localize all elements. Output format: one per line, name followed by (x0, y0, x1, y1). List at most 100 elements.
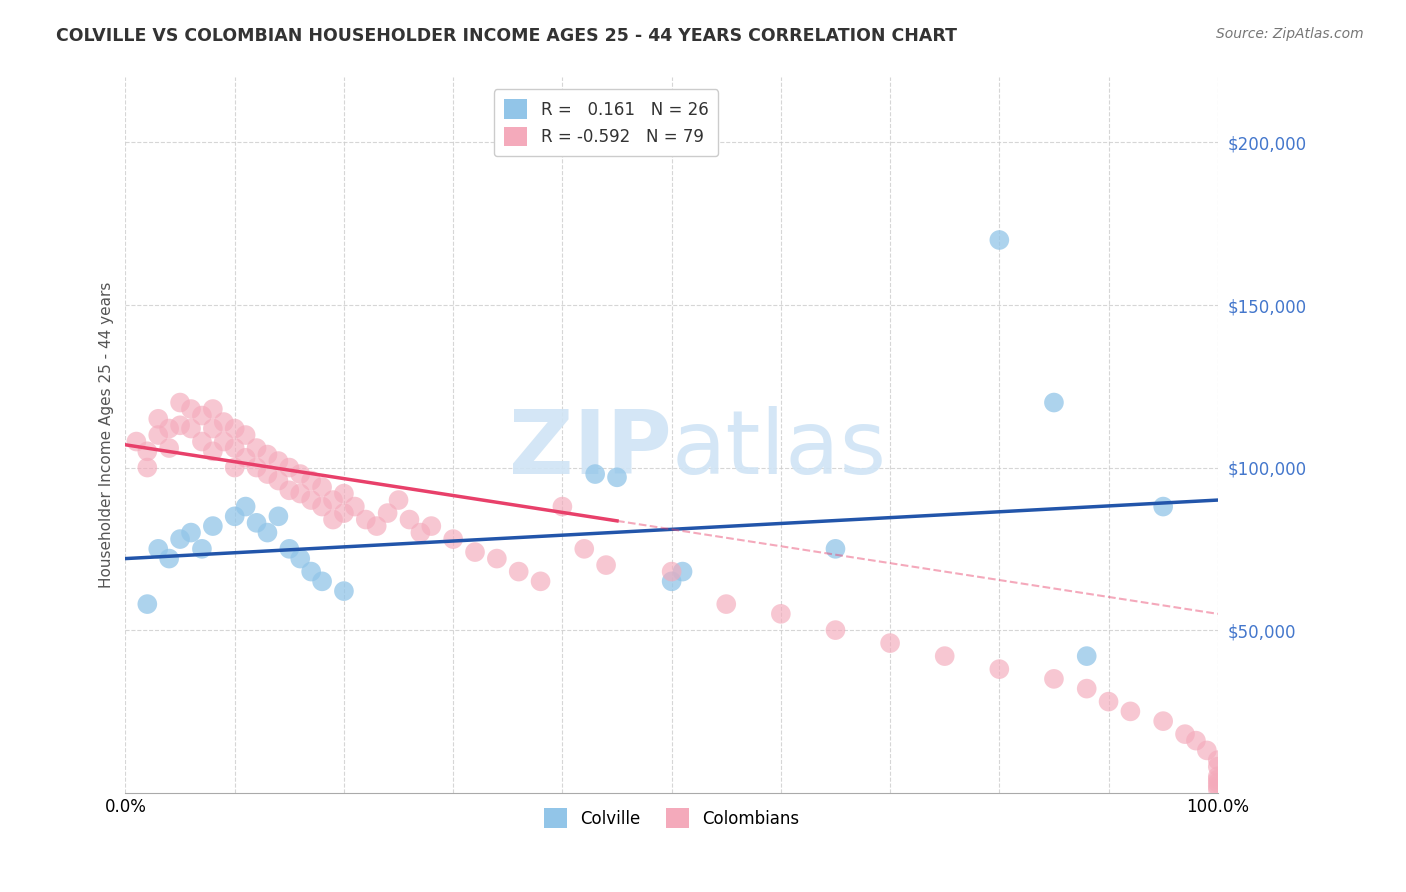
Point (377, 506, 399, 520)
Point (1206, 782, 1229, 797)
Point (148, 541, 170, 556)
Point (201, 519, 224, 533)
Point (1206, 772, 1229, 787)
Point (366, 519, 388, 533)
Point (824, 623, 846, 637)
Point (551, 500, 574, 514)
Point (1076, 649, 1098, 664)
Point (1097, 695, 1119, 709)
Point (343, 500, 366, 514)
Point (290, 467, 312, 481)
Point (201, 402, 224, 417)
Text: Source: ZipAtlas.com: Source: ZipAtlas.com (1216, 27, 1364, 41)
Point (267, 454, 290, 468)
Point (245, 516, 267, 530)
Point (1043, 395, 1066, 409)
Point (191, 409, 214, 423)
Point (299, 565, 322, 579)
Point (661, 574, 683, 589)
Point (235, 450, 257, 465)
Point (1043, 672, 1066, 686)
Text: atlas: atlas (672, 406, 887, 493)
Point (934, 649, 956, 664)
Point (1206, 779, 1229, 793)
Point (256, 467, 278, 481)
Point (201, 421, 224, 435)
Point (1076, 681, 1098, 696)
Point (148, 428, 170, 442)
Point (212, 434, 235, 449)
Point (1119, 705, 1142, 719)
Point (235, 428, 257, 442)
Point (354, 512, 377, 526)
Point (290, 551, 312, 566)
Point (278, 483, 301, 498)
Point (1206, 776, 1229, 790)
Point (398, 512, 420, 526)
Point (322, 493, 344, 508)
Point (278, 460, 301, 475)
Point (824, 541, 846, 556)
Point (387, 493, 409, 508)
Point (716, 597, 738, 611)
Point (267, 509, 290, 524)
Point (157, 551, 180, 566)
Point (574, 541, 596, 556)
Point (529, 574, 551, 589)
Point (136, 444, 159, 458)
Point (333, 506, 356, 520)
Point (157, 421, 180, 435)
Point (661, 565, 683, 579)
Point (1185, 733, 1208, 747)
Point (235, 500, 257, 514)
Point (1195, 743, 1218, 757)
Point (311, 480, 333, 494)
Point (606, 470, 628, 484)
Point (1206, 769, 1229, 783)
Point (409, 525, 432, 540)
Point (299, 474, 322, 488)
Point (148, 411, 170, 425)
Point (441, 532, 464, 546)
Y-axis label: Householder Income Ages 25 - 44 years: Householder Income Ages 25 - 44 years (100, 282, 114, 588)
Point (769, 607, 792, 621)
Text: COLVILLE VS COLOMBIAN HOUSEHOLDER INCOME AGES 25 - 44 YEARS CORRELATION CHART: COLVILLE VS COLOMBIAN HOUSEHOLDER INCOME… (56, 27, 957, 45)
Point (988, 233, 1011, 247)
Point (595, 558, 617, 573)
Point (485, 551, 508, 566)
Point (1152, 500, 1174, 514)
Point (1152, 714, 1174, 728)
Point (1174, 727, 1197, 741)
Point (180, 525, 202, 540)
Point (420, 519, 443, 533)
Point (191, 541, 214, 556)
Point (671, 565, 693, 579)
Point (508, 565, 530, 579)
Point (278, 541, 301, 556)
Point (299, 493, 322, 508)
Point (1206, 753, 1229, 767)
Point (879, 636, 901, 650)
Point (191, 434, 214, 449)
Point (201, 444, 224, 458)
Point (180, 402, 202, 417)
Point (136, 597, 159, 611)
Point (224, 460, 246, 475)
Point (464, 545, 486, 559)
Point (136, 460, 159, 475)
Point (311, 574, 333, 589)
Point (311, 500, 333, 514)
Point (988, 662, 1011, 676)
Point (212, 415, 235, 429)
Point (180, 421, 202, 435)
Point (583, 467, 606, 481)
Text: ZIP: ZIP (509, 406, 672, 493)
Point (333, 486, 356, 500)
Point (1206, 759, 1229, 773)
Point (333, 584, 356, 599)
Point (224, 509, 246, 524)
Point (169, 418, 191, 433)
Point (245, 441, 267, 455)
Point (125, 434, 148, 449)
Point (224, 441, 246, 455)
